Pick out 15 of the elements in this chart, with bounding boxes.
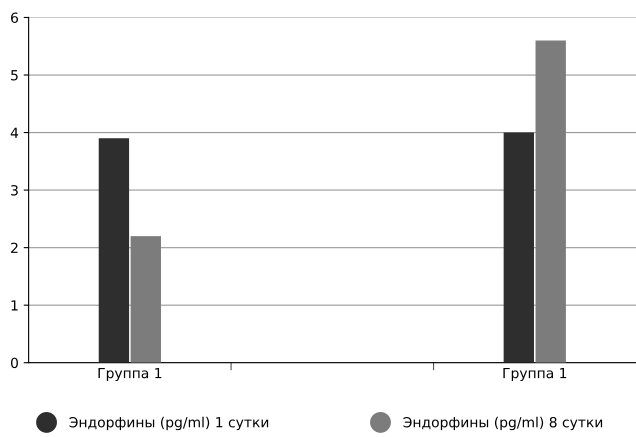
bar	[98, 138, 130, 363]
x-tick-label: Группа 1	[98, 368, 162, 382]
y-tick-label: 3	[11, 185, 18, 196]
legend-label: Эндорфины (pg/ml) 8 сутки	[403, 416, 602, 430]
bar	[130, 236, 161, 363]
y-tick-label: 1	[12, 300, 18, 310]
y-tick-label: 4	[10, 128, 18, 138]
y-tick-label: 5	[11, 70, 18, 80]
y-tick-label: 2	[11, 242, 18, 253]
y-tick-label: 0	[10, 358, 18, 368]
y-tick-label: 6	[11, 12, 18, 23]
legend-label: Эндорфины (pg/ml) 1 сутки	[70, 416, 268, 430]
bar	[536, 40, 566, 363]
x-tick-label: Группа 1	[503, 368, 566, 382]
bar	[504, 132, 534, 363]
